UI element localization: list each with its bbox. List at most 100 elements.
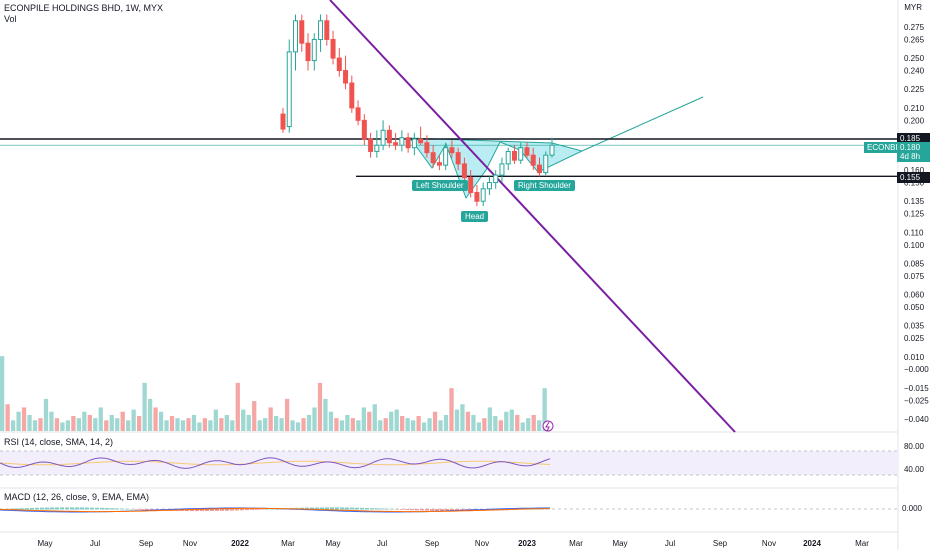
time-tick-label: 2024 — [803, 539, 821, 548]
price-tick-label: 0.210 — [904, 104, 925, 113]
volume-bar — [454, 409, 460, 431]
volume-bar — [295, 422, 301, 431]
volume-bar — [38, 418, 43, 431]
candle-body — [349, 82, 355, 109]
volume-bar — [509, 409, 514, 431]
volume-bar — [49, 411, 54, 431]
macd-histogram-bar — [385, 508, 389, 510]
volume-bar — [345, 414, 350, 431]
macd-histogram-bar — [260, 509, 264, 510]
volume-bar — [213, 409, 218, 431]
candle-body — [530, 154, 536, 166]
volume-bar — [219, 418, 224, 431]
volume-bar — [443, 414, 449, 431]
volume-bar — [389, 411, 394, 431]
macd-histogram-bar — [355, 507, 359, 510]
volume-bar — [153, 407, 158, 431]
price-tick-label: 0.075 — [904, 272, 925, 281]
candle-body — [430, 152, 436, 164]
macd-histogram-bar — [270, 508, 274, 510]
volume-bar — [60, 422, 65, 431]
volume-bar — [191, 414, 197, 431]
macd-histogram-bar — [30, 507, 34, 510]
volume-bar — [361, 407, 366, 431]
candle-body — [380, 129, 386, 146]
macd-histogram-bar — [340, 507, 344, 510]
candle-body — [318, 20, 324, 40]
candle-body — [299, 20, 305, 44]
head-label: Head — [461, 211, 489, 222]
volume-bar — [504, 411, 509, 431]
volume-bar — [43, 398, 49, 431]
candle-body — [480, 188, 486, 202]
time-tick-label: Nov — [475, 539, 489, 548]
candle-body — [455, 152, 461, 165]
volume-bar — [438, 420, 443, 431]
candle-body — [549, 144, 555, 156]
volume-bar — [449, 388, 454, 431]
volume-bar — [301, 418, 306, 431]
macd-histogram-bar — [135, 509, 139, 510]
volume-bar — [21, 407, 27, 431]
volume-bar — [76, 418, 81, 431]
macd-histogram-bar — [150, 509, 154, 511]
candle-body — [286, 51, 292, 128]
volume-bar — [241, 409, 246, 431]
candle-body — [280, 113, 286, 130]
volume-bar — [0, 356, 5, 431]
volume-bar — [394, 409, 399, 431]
volume-bar — [169, 416, 175, 431]
candle-body — [293, 20, 299, 53]
macd-histogram-bar — [100, 507, 104, 510]
volume-bar — [317, 382, 323, 431]
candle-body — [324, 20, 330, 40]
candle-body — [311, 38, 317, 62]
macd-histogram-bar — [200, 509, 204, 512]
volume-bar — [82, 411, 87, 431]
macd-histogram-bar — [105, 508, 109, 510]
rsi-lower-label: 40.00 — [903, 465, 924, 474]
volume-bar — [120, 411, 125, 431]
time-tick-label: May — [37, 539, 52, 548]
rsi-line — [0, 457, 551, 469]
macd-histogram-bar — [380, 508, 384, 510]
price-tick-label: 0.110 — [904, 228, 924, 237]
volume-bar — [290, 420, 295, 431]
candle-body — [511, 150, 517, 161]
macd-histogram-bar — [400, 509, 404, 510]
macd-histogram-bar — [225, 509, 229, 511]
candle-body — [330, 38, 336, 59]
macd-histogram-bar — [325, 507, 329, 510]
volume-bar — [405, 418, 410, 431]
macd-histogram-bar — [65, 507, 69, 510]
macd-histogram-bar — [390, 508, 394, 510]
volume-bar — [432, 411, 438, 431]
candle-body — [355, 107, 361, 121]
macd-histogram-bar — [265, 508, 269, 510]
macd-histogram-bar — [60, 507, 64, 510]
candle-body — [386, 129, 392, 144]
macd-histogram-bar — [220, 509, 224, 511]
price-tick-label: 0.240 — [904, 67, 925, 76]
macd-histogram-bar — [190, 509, 194, 512]
price-tick-label: 0.010 — [904, 353, 925, 362]
time-tick-label: 2022 — [231, 539, 249, 548]
candle-body — [505, 150, 511, 165]
volume-bar — [126, 420, 131, 431]
macd-histogram-bar — [435, 509, 439, 511]
volume-bar — [400, 416, 405, 431]
macd-histogram-bar — [440, 509, 444, 511]
price-tick-label: 0.275 — [904, 23, 925, 32]
volume-bar — [115, 418, 120, 431]
downtrend-line — [329, 0, 736, 433]
volume-bar — [498, 420, 503, 431]
candle-body — [343, 70, 349, 84]
candle-body — [418, 138, 424, 144]
candle-body — [486, 182, 492, 190]
lightning-icon — [545, 421, 550, 432]
volume-bar — [32, 420, 38, 431]
volume-bar — [356, 420, 361, 431]
volume-bar — [268, 407, 273, 431]
time-tick-label: Sep — [139, 539, 154, 548]
